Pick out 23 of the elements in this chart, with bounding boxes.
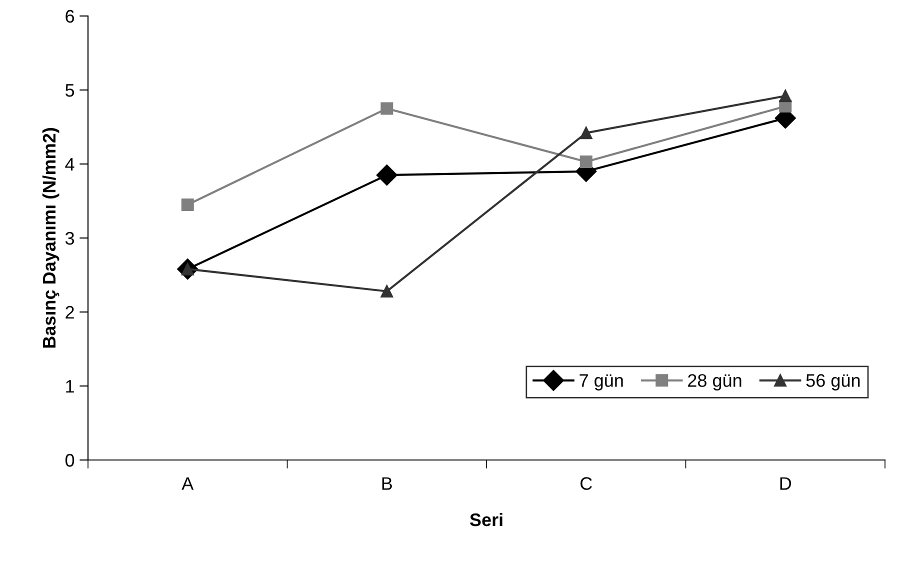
point	[580, 126, 592, 140]
y-tick-label: 3	[65, 232, 74, 245]
legend-label: 7 gün	[580, 374, 623, 390]
x-axis-title: Seri	[470, 512, 502, 526]
y-tick-label: 1	[66, 380, 74, 393]
y-tick-label: 4	[65, 158, 74, 171]
point	[181, 198, 194, 211]
point	[779, 90, 792, 102]
point	[380, 102, 394, 115]
x-tick-label: D	[780, 477, 792, 490]
point	[580, 156, 592, 168]
y-tick-label: 6	[66, 10, 74, 23]
y-tick-label: 5	[65, 84, 74, 97]
y-tick-label: 2	[66, 306, 74, 319]
legend-label: 28 gün	[688, 374, 742, 390]
x-tick-label: B	[382, 477, 392, 490]
y-tick-label: 0	[65, 454, 74, 467]
legend-label: 56 gün	[806, 374, 860, 390]
point	[376, 164, 398, 186]
point	[380, 285, 394, 298]
x-tick-label: A	[182, 477, 194, 490]
y-axis-title: Basınç Dayanımı (N/mm2)	[42, 128, 60, 348]
x-tick-label: C	[580, 477, 592, 490]
